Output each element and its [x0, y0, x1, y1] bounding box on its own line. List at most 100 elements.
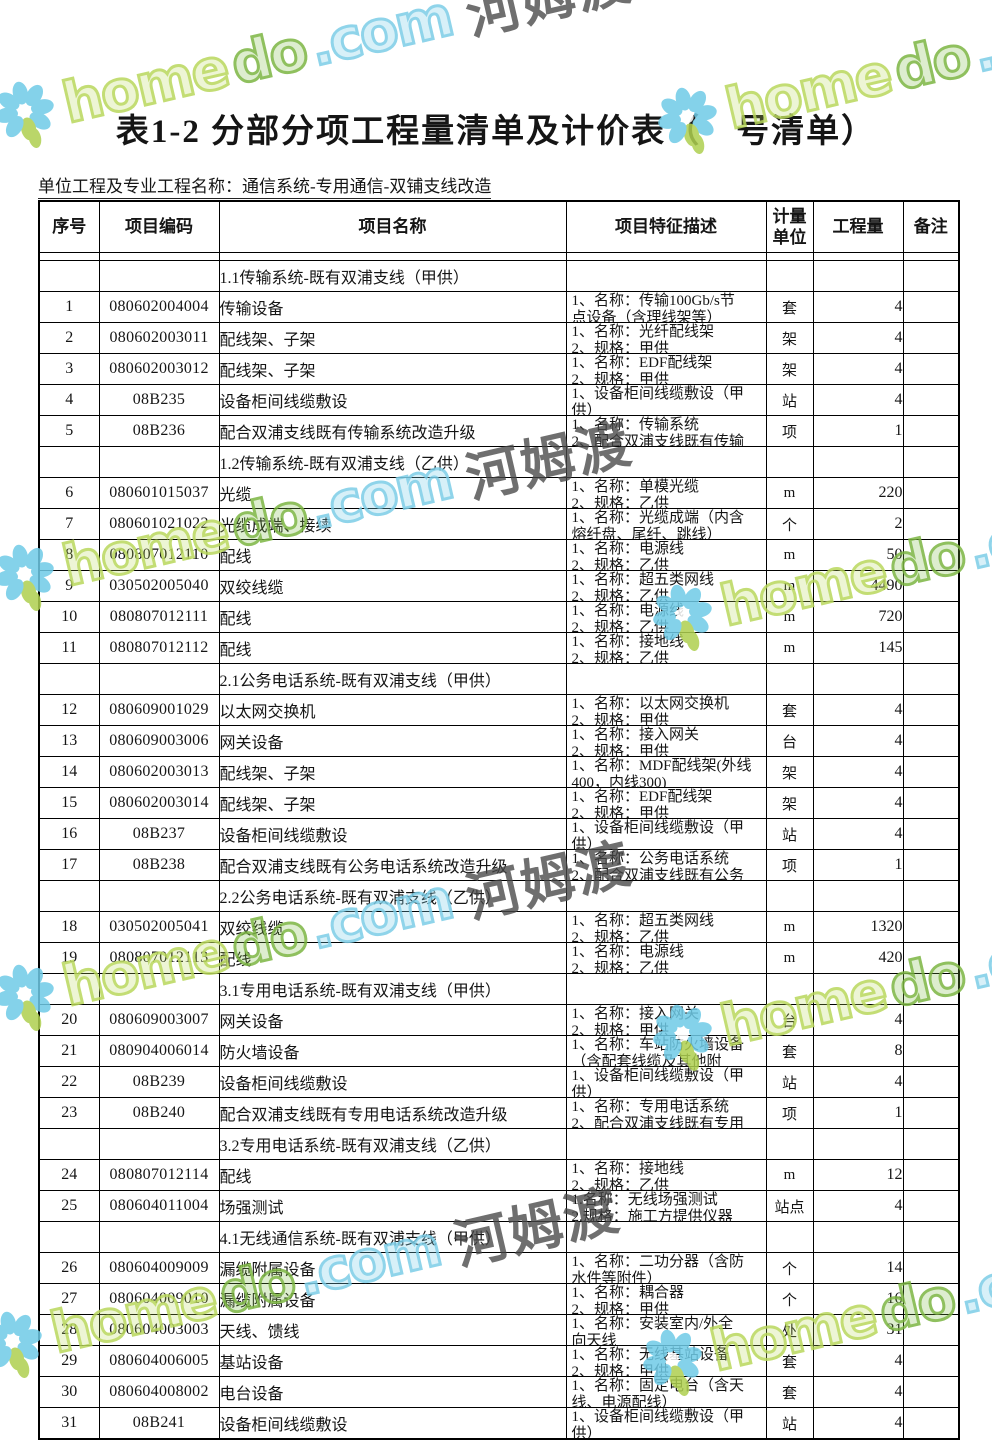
feature-text: 1、名称：MDF配线架(外线 400，内线300): [567, 758, 765, 787]
code-cell: 080609001029: [98, 694, 220, 726]
unit-cell: [765, 973, 814, 1005]
feature-line-1: 1、设备柜间线缆敷设（甲: [571, 1409, 745, 1425]
feature-line-2: 2、规格：甲供: [571, 713, 670, 725]
feature-line-1: 1、名称：专用电话系统: [571, 1099, 730, 1115]
name-cell: 2.2公务电话系统-既有双浦支线（乙供）: [218, 880, 567, 912]
quantity-cell: 220: [812, 477, 904, 509]
note-cell: [902, 570, 960, 602]
feature-text: 1、名称：接入网关 2、规格：甲供: [567, 727, 765, 756]
seq-cell: 20: [38, 1004, 100, 1036]
note-cell: [902, 911, 960, 943]
quantity-cell: 4: [812, 818, 904, 850]
note-cell: [902, 632, 960, 664]
seq-cell: 4: [38, 384, 100, 416]
feature-line-1: 1、名称：超五类网线: [571, 913, 715, 929]
feature-line-1: 1、名称：接入网关: [571, 1006, 700, 1022]
seq-cell: 24: [38, 1159, 100, 1191]
unit-cell: [765, 1221, 814, 1253]
table-row: 7 080601021022 光缆成端、接续 1、名称：光缆成端（内含 熔纤盘、尾纤、跳…: [38, 508, 960, 540]
name-cell: 漏缆附属设备: [218, 1283, 567, 1315]
code-cell: 030502005040: [98, 570, 220, 602]
feature-line-2: 线、电源配线）: [571, 1395, 677, 1407]
note-cell: [902, 942, 960, 974]
feature-cell: 1、名称：电源线 2、规格：乙供: [565, 601, 767, 633]
section-row: 1.1传输系统-既有双浦支线（甲供）: [38, 260, 960, 292]
code-cell: 08B238: [98, 849, 220, 881]
code-cell: 080604009010: [98, 1283, 220, 1315]
note-cell: [902, 446, 960, 478]
name-cell: 场强测试: [218, 1190, 567, 1222]
feature-cell: 1、名称：专用电话系统 2、配合双浦支线既有专用: [565, 1097, 767, 1129]
feature-text: 1、名称：传输100Gb/s节 点设备（含理线架等）: [567, 293, 765, 322]
feature-line-1: 1.名称：无线场强测试: [571, 1192, 718, 1208]
brand-com-text: .com: [302, 0, 459, 81]
feature-line-1: 1、名称：安装室内/外全: [571, 1316, 734, 1332]
seq-cell: 5: [38, 415, 100, 447]
quantity-cell: [812, 1128, 904, 1160]
note-cell: [902, 725, 960, 757]
name-cell: 设备柜间线缆敷设: [218, 1066, 567, 1098]
code-cell: 080807012112: [98, 632, 220, 664]
feature-cell: 1、名称：EDF配线架 2、规格：甲供: [565, 353, 767, 385]
table-row: 5 08B236 配合双浦支线既有传输系统改造升级 1、名称：传输系统 2、配合双浦支线…: [38, 415, 960, 447]
feature-line-2: 2、规格：乙供: [571, 961, 670, 973]
note-cell: [902, 1035, 960, 1067]
table-row: 20 080609003007 网关设备 1、名称：接入网关 2、规格：甲供台 4: [38, 1004, 960, 1036]
feature-line-2: 2、规格：甲供: [571, 1302, 670, 1314]
table-row: 11 080807012112 配线 1、名称：接地线 2、规格：乙供 m 145: [38, 632, 960, 664]
unit-cell: 项: [765, 415, 814, 447]
feature-line-2: 400，内线300): [571, 775, 667, 787]
table-row: 23 08B240 配合双浦支线既有专用电话系统改造升级 1、名称：专用电话系统 2、配…: [38, 1097, 960, 1129]
feature-line-1: 1、名称：光纤配线架: [571, 324, 715, 340]
quantity-cell: [812, 663, 904, 695]
feature-text: 1、名称：电源线 2、规格：乙供: [567, 603, 765, 632]
feature-line-1: 1、名称：EDF配线架: [571, 355, 713, 371]
name-cell: 3.2专用电话系统-既有双浦支线（乙供）: [218, 1128, 567, 1160]
seq-cell: 17: [38, 849, 100, 881]
table-header-row: 序号 项目编码 项目名称 项目特征描述 计量单位 工程量 备注: [38, 200, 960, 253]
note-cell: [902, 973, 960, 1005]
feature-line-1: 1、名称：传输系统: [571, 417, 700, 433]
quantity-cell: 4: [812, 1004, 904, 1036]
seq-cell: [38, 446, 100, 478]
code-cell: 080807012113: [98, 942, 220, 974]
seq-cell: 21: [38, 1035, 100, 1067]
feature-cell: 1、名称：电源线 2、规格：乙供: [565, 942, 767, 974]
seq-cell: 12: [38, 694, 100, 726]
note-cell: [902, 322, 960, 354]
unit-cell: [765, 880, 814, 912]
code-cell: 080604011004: [98, 1190, 220, 1222]
seq-cell: 23: [38, 1097, 100, 1129]
note-cell: [902, 508, 960, 540]
name-cell: 配线架、子架: [218, 756, 567, 788]
table-row: 10 080807012111 配线 1、名称：电源线 2、规格：乙供 m 720: [38, 601, 960, 633]
table-row: 15 080602003014 配线架、子架 1、名称：EDF配线架 2、规格：甲供架 4: [38, 787, 960, 819]
feature-cell: 1、名称：传输系统 2、配合双浦支线既有传输: [565, 415, 767, 447]
feature-text: 1.名称：无线场强测试 2.规格：施工方提供仪器: [567, 1192, 765, 1221]
feature-text: 1、名称：接入网关 2、规格：甲供: [567, 1006, 765, 1035]
feature-text: 1、名称：超五类网线 2、规格：乙供: [567, 913, 765, 942]
code-cell: 08B239: [98, 1066, 220, 1098]
feature-line-2: 熔纤盘、尾纤、跳线）: [571, 527, 722, 539]
note-cell: [902, 1004, 960, 1036]
feature-line-1: 1、名称：超五类网线: [571, 572, 715, 588]
table-row: 13 080609003006 网关设备 1、名称：接入网关 2、规格：甲供台 4: [38, 725, 960, 757]
name-cell: 基站设备: [218, 1345, 567, 1377]
code-cell: 080807012110: [98, 539, 220, 571]
brand-com-text: .com: [965, 0, 992, 87]
seq-cell: 9: [38, 570, 100, 602]
unit-cell: m: [765, 570, 814, 602]
table-row: 24 080807012114 配线 1、名称：接地线 2、规格：乙供 m 12: [38, 1159, 960, 1191]
unit-cell: 架: [765, 787, 814, 819]
code-cell: 08B237: [98, 818, 220, 850]
seq-cell: 19: [38, 942, 100, 974]
feature-text: 1、设备柜间线缆敷设（甲 供）: [567, 386, 765, 415]
quantity-cell: 4490: [812, 570, 904, 602]
feature-line-1: 1、名称：电源线: [571, 541, 685, 557]
code-cell: 080807012111: [98, 601, 220, 633]
note-cell: [902, 694, 960, 726]
feature-cell: [565, 663, 767, 695]
code-cell: 080602003014: [98, 787, 220, 819]
note-cell: [902, 1407, 960, 1440]
